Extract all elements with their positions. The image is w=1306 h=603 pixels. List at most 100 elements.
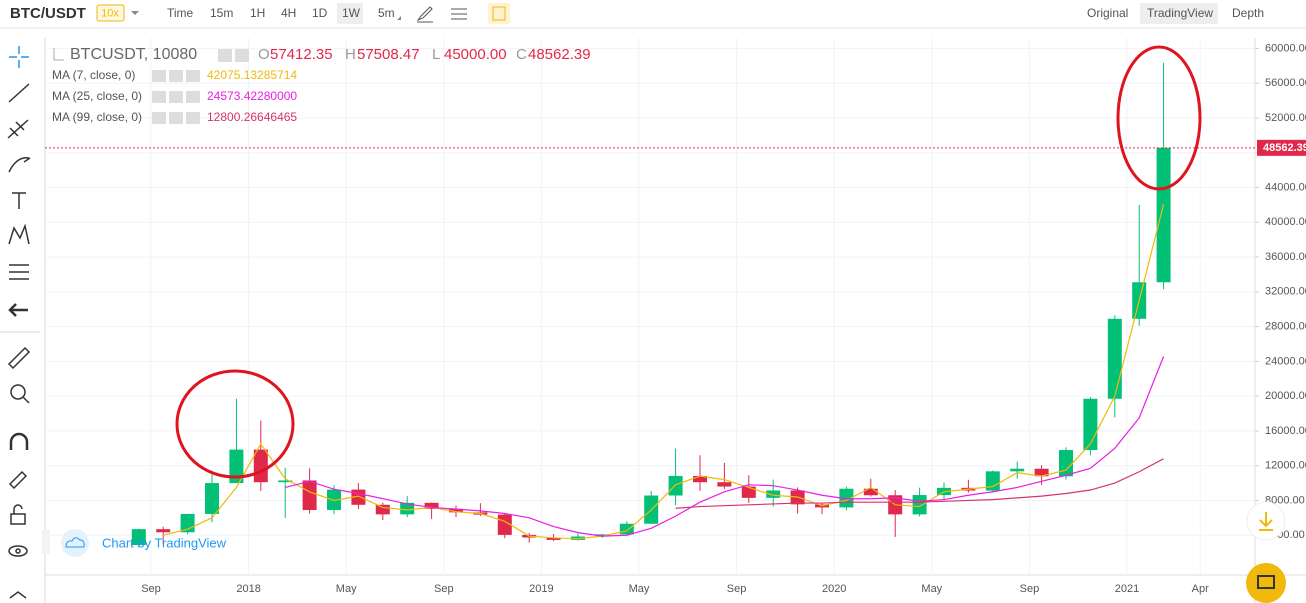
symbol[interactable]: BTC/USDT: [10, 5, 86, 22]
more-tool[interactable]: [9, 591, 27, 599]
y-tick-label: 56000.00: [1265, 77, 1306, 89]
chat-button[interactable]: [1246, 563, 1286, 603]
interval[interactable]: 1D: [312, 6, 328, 20]
indicator-icon[interactable]: [186, 112, 200, 124]
y-tick-label: 20000.00: [1265, 390, 1306, 402]
interval-active: [337, 3, 363, 24]
candle-body: [1010, 468, 1025, 472]
text-tool[interactable]: [12, 192, 26, 209]
candle-body: [302, 480, 317, 511]
back-tool[interactable]: [8, 303, 28, 317]
scroll-icon: [1259, 512, 1273, 531]
candle-body: [253, 449, 268, 483]
candle-body: [717, 482, 732, 487]
indicator-icon[interactable]: [186, 91, 200, 103]
indicator-icon[interactable]: [169, 112, 183, 124]
candle-body: [912, 495, 927, 515]
pattern-tool[interactable]: [8, 223, 30, 245]
x-tick-label: May: [629, 583, 650, 595]
candle-body: [156, 529, 171, 533]
x-tick-label: 2020: [822, 583, 846, 595]
y-tick-label: 8000.00: [1265, 494, 1305, 506]
collapse-icon[interactable]: [53, 48, 64, 61]
highlight-circle: [175, 369, 295, 479]
candle-body: [693, 475, 707, 483]
dropdown-icon[interactable]: [131, 11, 139, 15]
layout-icon[interactable]: [488, 3, 510, 24]
x-tick-label: May: [921, 583, 942, 595]
y-tick-label: 36000.00: [1265, 251, 1306, 263]
x-tick-label: 2018: [236, 583, 260, 595]
candle-body: [595, 534, 610, 537]
lock-draw-tool[interactable]: [8, 470, 28, 490]
ma-line: [163, 204, 1165, 540]
leverage[interactable]: 10x: [101, 7, 119, 19]
y-tick-label: 24000.00: [1265, 355, 1306, 367]
last-price-tag: [1257, 139, 1306, 156]
indicator-name: MA (99, close, 0): [52, 110, 142, 124]
candle-body: [278, 480, 293, 483]
line-tool[interactable]: [8, 83, 30, 103]
ohlc-value: 57508.47: [357, 46, 420, 63]
candle-body: [1083, 398, 1098, 451]
layout-icon-inner: [492, 6, 506, 21]
crosshair-tool[interactable]: [9, 46, 29, 68]
prediction-tool[interactable]: [9, 264, 29, 280]
interval[interactable]: 1W: [342, 6, 361, 20]
interval[interactable]: 5m: [378, 6, 395, 20]
zoom-tool-handle: [22, 396, 30, 404]
candle-body: [1107, 318, 1122, 399]
view[interactable]: Depth: [1232, 6, 1264, 20]
y-tick-label: 52000.00: [1265, 112, 1306, 124]
interval[interactable]: Time: [167, 6, 194, 20]
interval[interactable]: 15m: [210, 6, 233, 20]
watermark-cloud: [65, 537, 85, 548]
indicator-icon[interactable]: [186, 70, 200, 82]
indicator-value: 12800.26646465: [207, 110, 297, 124]
candle-body: [546, 537, 561, 540]
candle-body: [131, 529, 146, 546]
indicator-icon[interactable]: [152, 112, 166, 124]
interval[interactable]: 1H: [250, 6, 265, 20]
candle-body: [619, 523, 634, 535]
lock-tool[interactable]: [10, 513, 26, 525]
watermark[interactable]: Chart by TradingView: [102, 535, 227, 550]
candle-body: [985, 471, 1000, 491]
candle-body: [741, 486, 756, 498]
ohlc-letter: O: [258, 46, 270, 63]
settings-icon[interactable]: [451, 8, 467, 20]
ma-line: [285, 356, 1165, 537]
legend-icon[interactable]: [235, 49, 249, 62]
magnet-tool[interactable]: [9, 432, 29, 450]
view[interactable]: Original: [1087, 6, 1128, 20]
indicator-icon[interactable]: [152, 70, 166, 82]
legend-icon[interactable]: [218, 49, 232, 62]
collapse-tab[interactable]: [42, 530, 50, 554]
indicator-value: 24573.42280000: [207, 89, 297, 103]
zoom-tool[interactable]: [10, 384, 26, 400]
fib-tool[interactable]: [7, 119, 29, 139]
ohlc-letter: L: [432, 46, 440, 63]
indicator-icon[interactable]: [169, 70, 183, 82]
visibility-tool[interactable]: [8, 545, 28, 557]
indicator-icon[interactable]: [152, 91, 166, 103]
lock-shackle: [13, 504, 23, 514]
ohlc-value: 48562.39: [528, 46, 591, 63]
candle-body: [1059, 450, 1073, 477]
brush-tool[interactable]: [8, 157, 31, 173]
candle-body: [1156, 147, 1171, 283]
x-tick-label: Apr: [1192, 583, 1209, 595]
candle-body: [1034, 468, 1049, 477]
ruler-tool[interactable]: [7, 346, 31, 370]
indicator-icon[interactable]: [169, 91, 183, 103]
x-tick-label: Sep: [141, 583, 161, 595]
pen-icon[interactable]: [416, 6, 433, 23]
x-tick-label: 2021: [1115, 583, 1139, 595]
view-active: [1140, 3, 1218, 24]
view[interactable]: TradingView: [1147, 6, 1213, 20]
leverage-box[interactable]: [96, 4, 125, 22]
y-tick-label: 16000.00: [1265, 425, 1306, 437]
ohlc-letter: H: [345, 46, 356, 63]
interval[interactable]: 4H: [281, 6, 296, 20]
